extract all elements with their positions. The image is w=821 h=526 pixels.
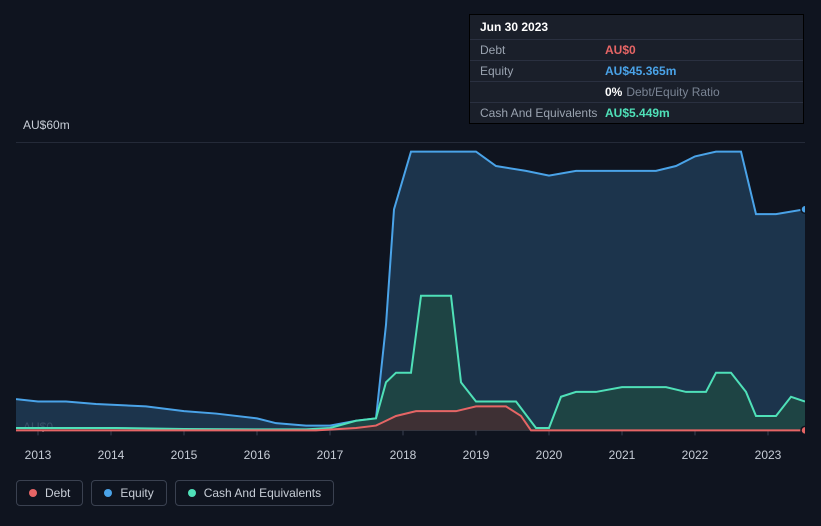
tooltip-panel: Jun 30 2023 DebtAU$0EquityAU$45.365m0%De…: [469, 14, 804, 124]
x-axis-tick: 2014: [98, 448, 125, 462]
tooltip-row: EquityAU$45.365m: [470, 61, 803, 82]
tooltip-row-label: Debt: [480, 43, 605, 57]
x-axis-tick: 2018: [390, 448, 417, 462]
legend-label: Cash And Equivalents: [204, 486, 321, 500]
x-axis-tick: 2013: [25, 448, 52, 462]
x-axis-tick: 2016: [244, 448, 271, 462]
x-axis-tick: 2022: [682, 448, 709, 462]
tooltip-row-label: [480, 85, 605, 99]
legend-label: Equity: [120, 486, 153, 500]
tooltip-row: 0%Debt/Equity Ratio: [470, 82, 803, 103]
chart-plot[interactable]: [16, 142, 805, 440]
series-end-marker: [801, 426, 805, 434]
legend-dot-icon: [104, 489, 112, 497]
tooltip-row-value: AU$5.449m: [605, 106, 670, 120]
tooltip-row-label: Equity: [480, 64, 605, 78]
tooltip-row: Cash And EquivalentsAU$5.449m: [470, 103, 803, 123]
legend-item[interactable]: Equity: [91, 480, 166, 506]
series-end-marker: [801, 205, 805, 213]
x-axis-tick: 2015: [171, 448, 198, 462]
legend-item[interactable]: Cash And Equivalents: [175, 480, 334, 506]
tooltip-row-sub: Debt/Equity Ratio: [626, 85, 719, 99]
legend-label: Debt: [45, 486, 70, 500]
tooltip-row: DebtAU$0: [470, 40, 803, 61]
tooltip-row-label: Cash And Equivalents: [480, 106, 605, 120]
x-axis-tick: 2021: [609, 448, 636, 462]
x-axis-tick: 2023: [755, 448, 782, 462]
legend-item[interactable]: Debt: [16, 480, 83, 506]
chart-container: AU$60m AU$0 2013201420152016201720182019…: [16, 120, 805, 462]
x-axis-tick: 2020: [536, 448, 563, 462]
x-axis-tick: 2017: [317, 448, 344, 462]
tooltip-row-value: 0%Debt/Equity Ratio: [605, 85, 720, 99]
tooltip-date: Jun 30 2023: [470, 15, 803, 40]
legend-dot-icon: [188, 489, 196, 497]
y-axis-label-max: AU$60m: [23, 118, 70, 132]
x-axis-tick: 2019: [463, 448, 490, 462]
tooltip-row-value: AU$0: [605, 43, 636, 57]
legend: Debt Equity Cash And Equivalents: [16, 480, 334, 506]
tooltip-row-value: AU$45.365m: [605, 64, 676, 78]
legend-dot-icon: [29, 489, 37, 497]
